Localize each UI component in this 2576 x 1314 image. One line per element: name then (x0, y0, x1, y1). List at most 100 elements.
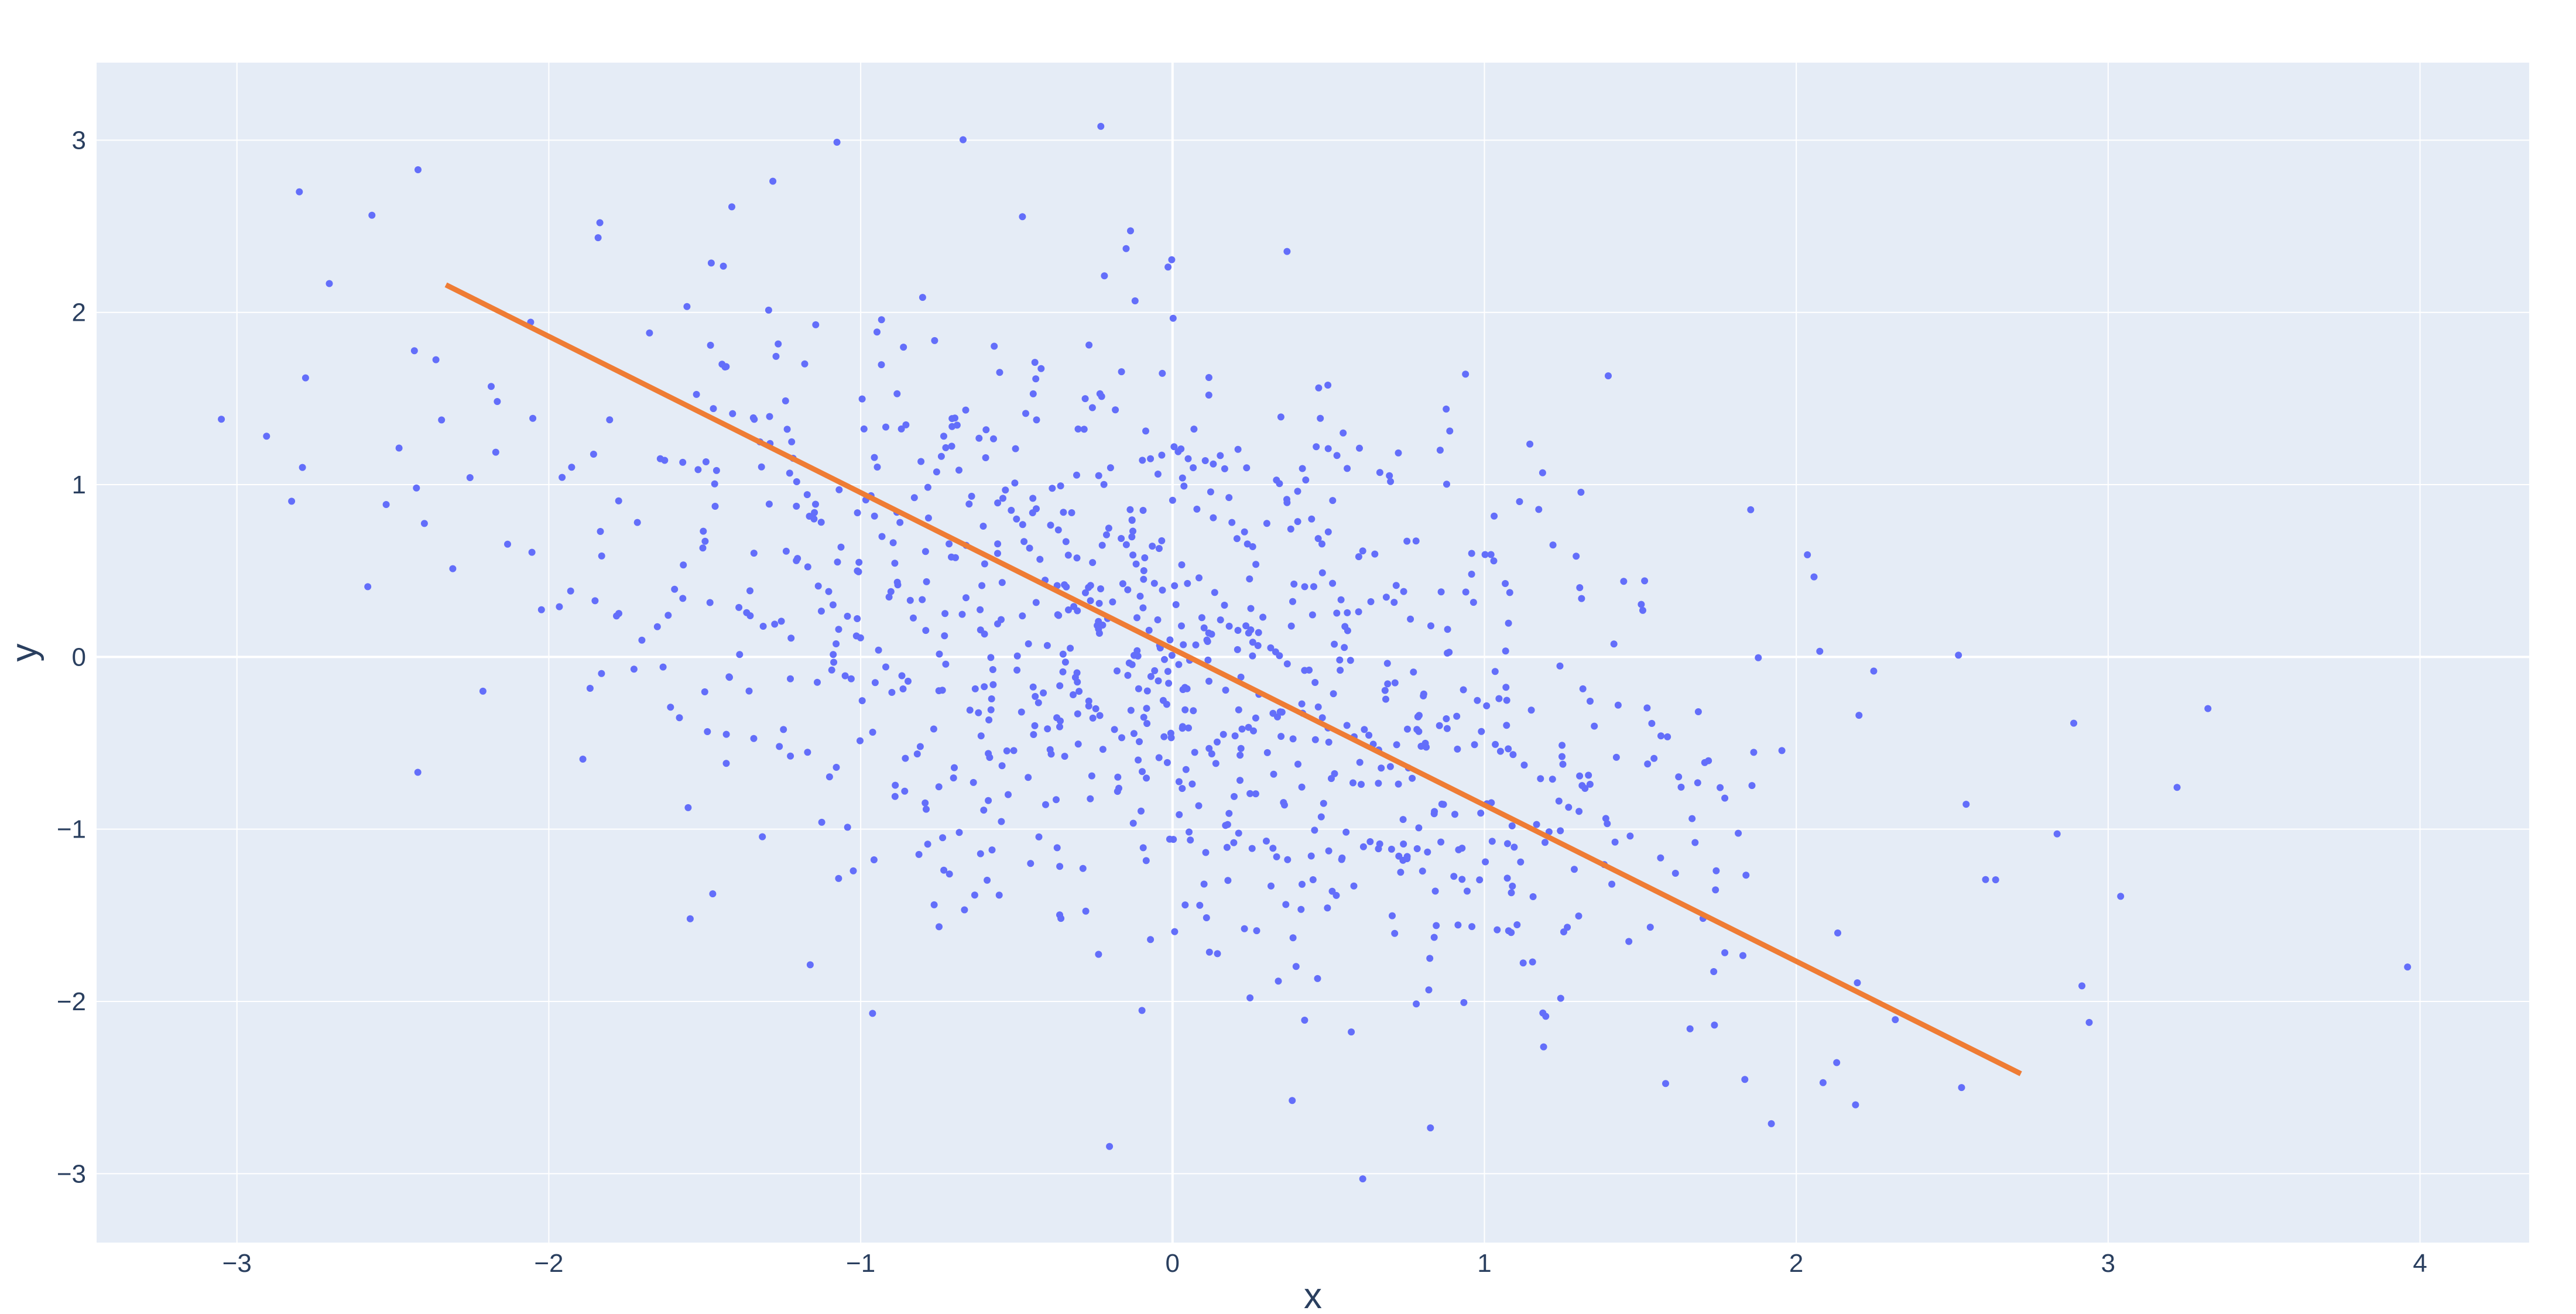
scatter-point (935, 783, 943, 791)
scatter-point (1539, 469, 1546, 476)
scatter-point (1138, 1007, 1146, 1014)
scatter-point (638, 636, 646, 644)
scatter-point (782, 547, 790, 555)
scatter-point (1010, 747, 1018, 754)
scatter-point (1114, 773, 1122, 781)
scatter-point (1502, 684, 1510, 691)
scatter-point (1129, 819, 1137, 827)
scatter-point (1204, 638, 1211, 645)
scatter-point (1549, 541, 1557, 549)
scatter-point (878, 361, 885, 369)
scatter-point (1150, 579, 1158, 587)
scatter-point (414, 768, 422, 776)
scatter-point (1133, 614, 1140, 622)
scatter-point (529, 414, 537, 422)
scatter-point (1243, 464, 1251, 472)
scatter-point (1314, 535, 1322, 543)
scatter-point (710, 405, 717, 413)
scatter-point (1198, 614, 1205, 622)
scatter-point (1278, 708, 1286, 716)
scatter-point (1128, 533, 1136, 541)
scatter-point (931, 337, 938, 344)
scatter-point (750, 550, 758, 557)
scatter-point (1075, 688, 1083, 695)
scatter-point (1318, 569, 1326, 577)
scatter-point (1035, 833, 1043, 840)
scatter-point (1250, 727, 1257, 735)
scatter-point (759, 833, 766, 840)
scatter-point (1088, 772, 1095, 780)
scatter-point (1236, 752, 1244, 759)
y-axis-title: y (4, 644, 44, 662)
y-tick-label: −2 (57, 987, 86, 1016)
scatter-point (887, 588, 895, 595)
scatter-point (1026, 544, 1033, 552)
scatter-point (1284, 856, 1292, 863)
scatter-point (1087, 582, 1094, 589)
scatter-point (2204, 705, 2212, 712)
scatter-point (1089, 559, 1097, 567)
scatter-point (679, 595, 687, 602)
scatter-point (2085, 1018, 2093, 1026)
scatter-point (769, 177, 777, 185)
scatter-point (1474, 697, 1481, 704)
scatter-point (1314, 703, 1322, 711)
scatter-point (745, 687, 753, 695)
scatter-point (1443, 481, 1450, 488)
scatter-point (1178, 561, 1186, 568)
scatter-point (1210, 514, 1217, 522)
scatter-point (829, 601, 837, 609)
regression-line-layer (444, 282, 2022, 1076)
scatter-point (1079, 864, 1087, 872)
scatter-point (1160, 733, 1168, 740)
scatter-point (1267, 644, 1275, 651)
scatter-point (1184, 579, 1191, 587)
scatter-point (1283, 499, 1291, 506)
scatter-point (694, 466, 702, 474)
scatter-point (1276, 652, 1283, 660)
scatter-point (1343, 722, 1351, 729)
scatter-point (812, 321, 820, 328)
scatter-point (941, 610, 949, 617)
scatter-point (1337, 667, 1344, 674)
scatter-point (1185, 724, 1192, 732)
scatter-point (930, 725, 937, 733)
scatter-point (1204, 656, 1212, 664)
scatter-point (910, 494, 918, 502)
scatter-point (1025, 774, 1032, 781)
scatter-point (449, 565, 457, 572)
scatter-point (1350, 882, 1358, 890)
scatter-point (299, 464, 306, 471)
scatter-point (1011, 479, 1019, 487)
scatter-point (1712, 886, 1719, 894)
scatter-point (1482, 858, 1489, 866)
scatter-point (1212, 760, 1220, 767)
scatter-point (296, 188, 303, 195)
scatter-point (1325, 847, 1332, 855)
scatter-point (492, 448, 499, 456)
scatter-point (1955, 651, 1962, 659)
scatter-point (1059, 668, 1067, 675)
scatter-point (1030, 731, 1037, 738)
y-tick-label: −3 (57, 1159, 86, 1188)
scatter-points (218, 122, 2411, 1183)
scatter-point (1458, 845, 1466, 852)
scatter-point (1410, 668, 1417, 676)
scatter-point (1395, 780, 1402, 788)
scatter-point (1443, 715, 1450, 722)
x-axis-title: x (1304, 1276, 1322, 1314)
scatter-point (919, 294, 926, 301)
scatter-point (1131, 651, 1138, 659)
scatter-point (1559, 760, 1567, 768)
scatter-point (1403, 853, 1411, 860)
scatter-point (700, 527, 707, 535)
scatter-point (871, 454, 878, 461)
scatter-point (1192, 641, 1200, 649)
scatter-point (438, 416, 446, 424)
scatter-point (1710, 968, 1718, 975)
scatter-point (1140, 575, 1147, 583)
scatter-point (1721, 949, 1729, 956)
scatter-point (559, 474, 566, 481)
scatter-point (1301, 583, 1308, 591)
scatter-point (1031, 359, 1039, 366)
